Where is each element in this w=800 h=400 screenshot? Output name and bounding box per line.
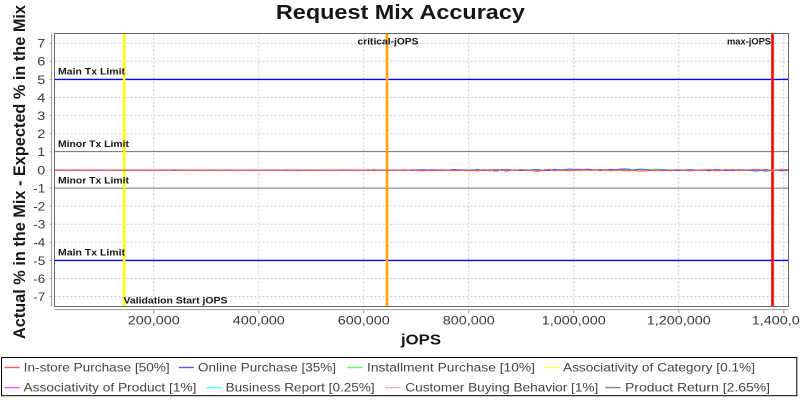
svg-text:Product Return [2.65%]: Product Return [2.65%] (625, 381, 770, 395)
svg-text:2: 2 (37, 127, 45, 141)
svg-text:Minor Tx Limit: Minor Tx Limit (58, 139, 129, 149)
svg-text:Minor Tx Limit: Minor Tx Limit (58, 175, 129, 185)
svg-text:-5: -5 (33, 254, 45, 268)
svg-text:-3: -3 (33, 218, 45, 232)
svg-text:In-store Purchase [50%]: In-store Purchase [50%] (24, 361, 170, 375)
svg-text:Request Mix Accuracy: Request Mix Accuracy (276, 2, 526, 24)
svg-text:600,000: 600,000 (338, 314, 390, 328)
svg-text:Business Report [0.25%]: Business Report [0.25%] (226, 381, 375, 395)
svg-text:400,000: 400,000 (233, 314, 285, 328)
svg-text:max-jOPS: max-jOPS (727, 36, 771, 46)
svg-text:7: 7 (37, 37, 45, 51)
svg-text:Main Tx Limit: Main Tx Limit (58, 66, 125, 76)
svg-text:-6: -6 (33, 272, 45, 286)
svg-text:jOPS: jOPS (400, 331, 441, 348)
svg-text:3: 3 (37, 109, 45, 123)
svg-text:Installment Purchase [10%]: Installment Purchase [10%] (367, 361, 535, 375)
svg-text:Associativity of Category [0.1: Associativity of Category [0.1%] (563, 361, 755, 375)
svg-text:-1: -1 (33, 181, 45, 195)
svg-text:Main Tx Limit: Main Tx Limit (58, 248, 125, 258)
svg-text:-4: -4 (33, 236, 45, 250)
svg-text:Online Purchase [35%]: Online Purchase [35%] (198, 361, 336, 375)
svg-text:Customer Buying Behavior [1%]: Customer Buying Behavior [1%] (405, 381, 598, 395)
svg-text:1,200,000: 1,200,000 (647, 314, 711, 328)
svg-text:800,000: 800,000 (443, 314, 495, 328)
svg-text:5: 5 (37, 73, 45, 87)
svg-text:0: 0 (37, 163, 45, 177)
svg-text:1: 1 (37, 145, 45, 159)
svg-text:4: 4 (37, 91, 45, 105)
svg-text:-7: -7 (33, 290, 45, 304)
svg-text:200,000: 200,000 (128, 314, 180, 328)
svg-text:-2: -2 (33, 200, 45, 214)
svg-text:6: 6 (37, 55, 45, 69)
svg-text:1,000,000: 1,000,000 (542, 314, 606, 328)
svg-text:Validation Start jOPS: Validation Start jOPS (124, 295, 228, 305)
svg-text:1,400,000: 1,400,000 (752, 314, 800, 328)
svg-text:Actual % in the Mix - Expected: Actual % in the Mix - Expected % in the … (10, 4, 29, 339)
svg-text:Associativity of Product [1%]: Associativity of Product [1%] (24, 381, 197, 395)
svg-text:critical-jOPS: critical-jOPS (358, 36, 419, 46)
